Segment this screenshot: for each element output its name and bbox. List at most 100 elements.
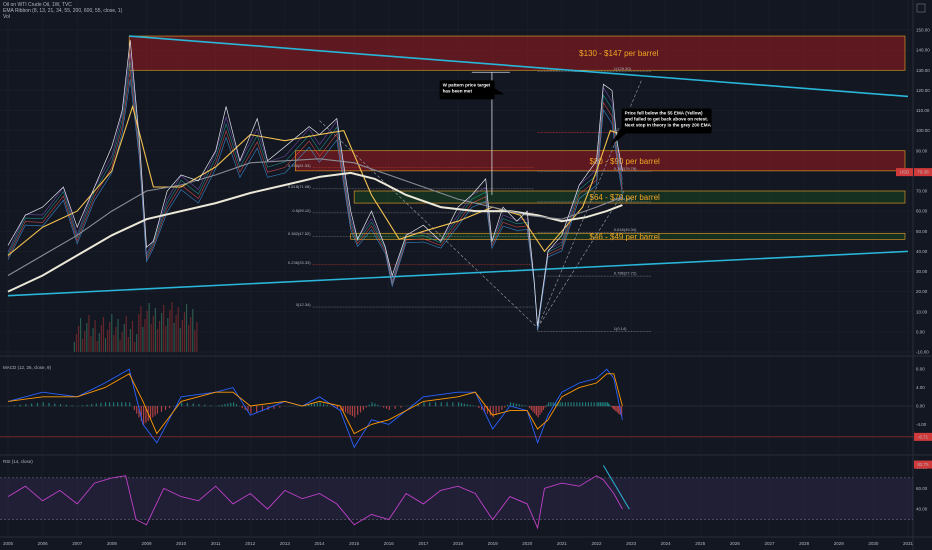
y-tick-label: 0.00: [916, 329, 925, 334]
y-tick-label: 70.00: [916, 189, 928, 194]
x-tick-label: 2029: [834, 541, 845, 546]
macd-histogram-bar: [593, 402, 595, 407]
volume-bar: [161, 313, 163, 352]
volume-bar: [183, 312, 186, 352]
macd-layer: MACD (12, 26, close, 9) 8.00 4.00 0.00 -4.00…: [0, 365, 932, 449]
macd-histogram-bar: [230, 402, 232, 407]
y-tick-label: 10.00: [916, 309, 928, 314]
macd-histogram-bar: [383, 406, 385, 408]
macd-histogram-bar: [81, 405, 84, 407]
x-tick-label: 2007: [72, 541, 83, 546]
volume-bar: [84, 331, 86, 352]
volume-bar: [100, 325, 102, 352]
volume-bar: [115, 327, 117, 352]
macd-histogram-bar: [42, 402, 44, 407]
x-tick-label: 2023: [626, 541, 637, 546]
macd-histogram-bar: [548, 402, 550, 407]
y-tick-label: 20.00: [916, 289, 928, 294]
y-tick-label: 120.00: [916, 88, 930, 93]
macd-histogram-bar: [91, 404, 93, 407]
macd-histogram-bar: [154, 406, 156, 416]
macd-histogram-bar: [615, 406, 617, 412]
macd-histogram-bar: [532, 406, 534, 412]
macd-histogram-bar: [152, 406, 154, 418]
macd-histogram-bar: [227, 403, 229, 407]
y-tick-label: -10.00: [916, 350, 929, 355]
price-badge-currency: USD: [900, 170, 910, 175]
macd-histogram-bar: [250, 406, 252, 414]
macd-histogram-bar: [25, 404, 27, 407]
macd-histogram-bar: [539, 406, 541, 415]
callout-text: and failed to get back above on retest.: [625, 117, 708, 122]
zone-label: $64 - $70 per barrel: [590, 193, 660, 202]
macd-histogram-bar: [365, 406, 367, 408]
macd-histogram-bar: [241, 406, 243, 409]
macd-histogram-bar: [463, 403, 465, 407]
macd-histogram-bar: [65, 404, 67, 407]
macd-histogram-bar: [192, 403, 194, 407]
macd-histogram-bar: [498, 406, 500, 413]
volume-bar: [179, 328, 181, 352]
trendline-upper: [129, 35, 909, 98]
volume-bar: [125, 316, 127, 352]
macd-histogram-bar: [129, 402, 131, 407]
rsi-title: RSI (14, close): [3, 459, 33, 464]
macd-histogram-bar: [512, 402, 515, 407]
macd-histogram-bar: [168, 406, 171, 409]
y-tick-label: 30.00: [916, 269, 928, 274]
volume-bar: [169, 310, 171, 352]
volume-bar: [150, 324, 152, 352]
macd-tick-label: 4.00: [916, 385, 925, 390]
macd-histogram-bar: [156, 406, 159, 414]
volume-bar: [104, 338, 107, 352]
volume-bar: [129, 329, 132, 352]
ema-line-ema600: [7, 158, 623, 276]
macd-histogram-bar: [481, 406, 483, 410]
macd-histogram-bar: [446, 402, 448, 407]
volume-bar: [175, 315, 177, 352]
x-tick-label: 2008: [107, 541, 118, 546]
macd-histogram-bar: [244, 406, 246, 410]
ema-ribbon-legend: EMA Ribbon (8, 13, 21, 34, 55, 200, 600,…: [3, 8, 123, 14]
rsi-band: [0, 477, 913, 520]
macd-histogram-bar: [308, 404, 310, 407]
axis-layer: 150.00 140.00 130.00 120.00 110.00 100.00 90.0…: [3, 3, 932, 546]
macd-histogram-bar: [486, 406, 489, 414]
y-tick-label: 130.00: [916, 68, 930, 73]
volume-bar: [127, 337, 129, 352]
macd-histogram-bar: [599, 402, 602, 407]
ema-line-ema200: [7, 171, 623, 293]
ema-ribbon-line: [7, 79, 623, 331]
macd-tick-label: -4.00: [916, 422, 927, 427]
y-tick-label: 100.00: [916, 128, 930, 133]
volume-bar: [177, 307, 179, 352]
volume-bar: [142, 327, 144, 352]
macd-histogram-bar: [344, 406, 347, 413]
volume-bar: [88, 315, 90, 352]
macd-histogram-bar: [528, 406, 531, 409]
price-badge-usd: [896, 168, 913, 177]
macd-histogram-bar: [86, 404, 88, 407]
rsi-tick-label: 60.00: [916, 486, 928, 491]
macd-histogram-bar: [13, 405, 15, 407]
rsi-value: 82.75: [917, 462, 929, 467]
rsi-value-badge: [914, 460, 932, 469]
macd-histogram-bar: [524, 405, 526, 407]
macd-histogram-bar: [362, 406, 365, 410]
volume-bar: [188, 325, 190, 352]
y-tick-label: 60.00: [916, 209, 928, 214]
macd-value: -6.71: [918, 434, 929, 439]
macd-histogram-bar: [394, 406, 396, 409]
callout-box: [621, 108, 712, 134]
macd-histogram-bar: [613, 406, 615, 410]
x-tick-label: 2017: [418, 541, 429, 546]
volume-bar: [167, 318, 169, 352]
macd-histogram-bar: [598, 402, 600, 407]
fib-label: 1(129.30): [614, 66, 632, 71]
fib-label: 0.5(59.12): [292, 208, 311, 213]
volume-bar: [119, 340, 121, 352]
macd-histogram-bar: [605, 402, 607, 407]
volume-bar: [154, 308, 156, 352]
